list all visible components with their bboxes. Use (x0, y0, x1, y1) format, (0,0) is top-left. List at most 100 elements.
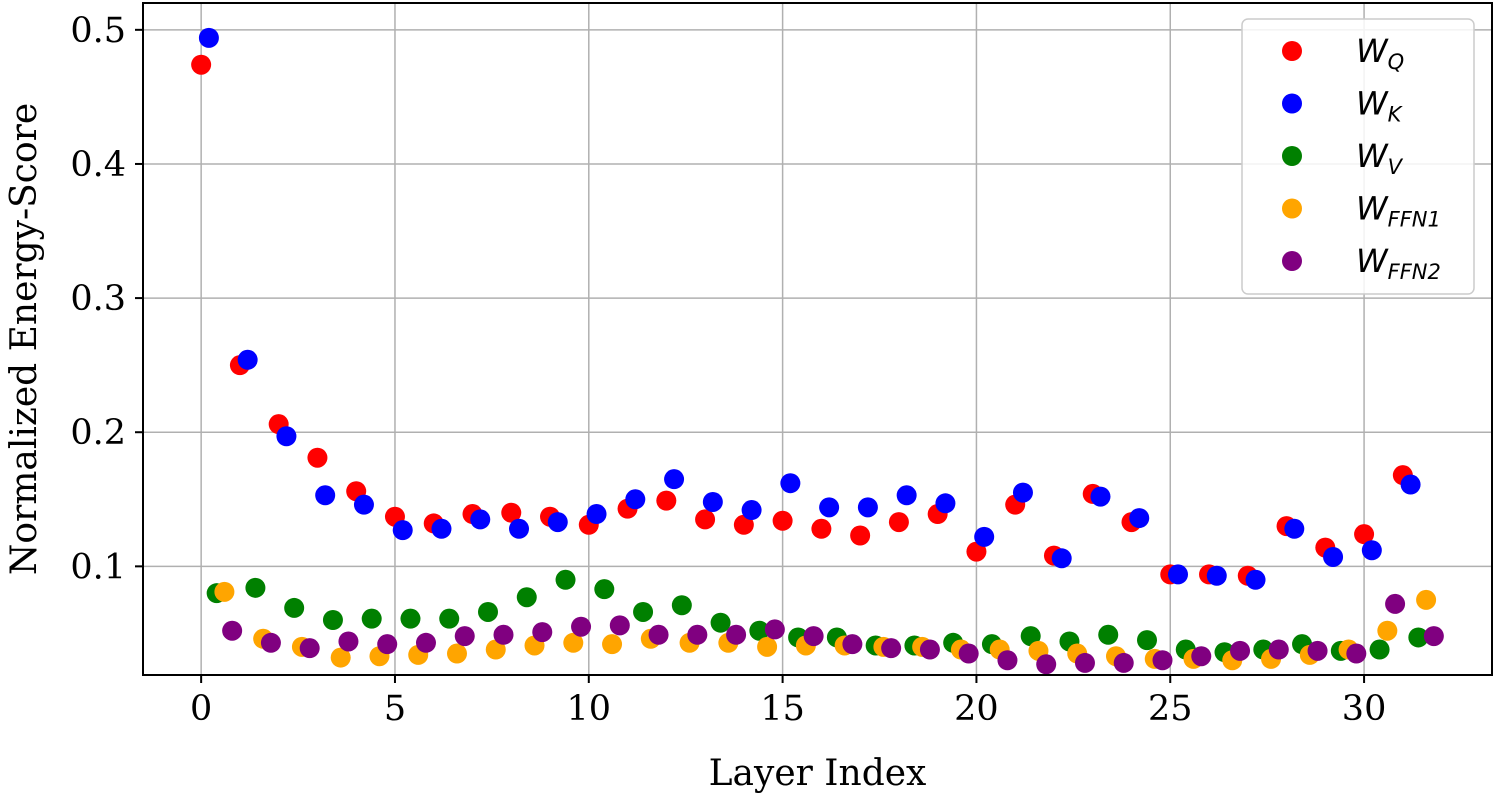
data-point (857, 497, 878, 518)
legend-label: WFFN2 (1356, 242, 1441, 284)
data-point (245, 577, 266, 598)
legend-label: WK (1356, 85, 1404, 127)
data-points (191, 27, 1444, 675)
data-point (687, 624, 708, 645)
data-point (842, 634, 863, 655)
data-point (454, 626, 475, 647)
data-point (214, 581, 235, 602)
data-point (966, 541, 987, 562)
y-tick-label: 0.4 (70, 145, 126, 185)
data-point (780, 473, 801, 494)
data-point (1400, 474, 1421, 495)
data-point (764, 619, 785, 640)
data-point (1284, 518, 1305, 539)
data-point (749, 620, 770, 641)
data-point (1012, 482, 1033, 503)
data-point (1098, 624, 1119, 645)
series-ffn2 (222, 593, 1444, 675)
data-point (633, 601, 654, 622)
data-point (702, 491, 723, 512)
data-point (299, 638, 320, 659)
axis-ticks: 0 5 10 15 20 25 30 0.1 0.2 0.3 0.4 0.5 (70, 11, 1386, 729)
data-point (819, 497, 840, 518)
data-point (516, 587, 537, 608)
x-tick-label: 10 (567, 689, 612, 729)
data-point (609, 615, 630, 636)
data-point (361, 608, 382, 629)
x-tick-label: 5 (384, 689, 406, 729)
x-tick-label: 30 (1342, 689, 1387, 729)
data-point (1245, 569, 1266, 590)
data-point (671, 595, 692, 616)
data-point (1036, 654, 1057, 675)
x-tick-label: 0 (190, 689, 212, 729)
data-point (276, 426, 297, 447)
data-point (1423, 626, 1444, 647)
data-point (1408, 627, 1429, 648)
data-point (338, 631, 359, 652)
data-point (958, 643, 979, 664)
x-tick-label: 20 (954, 689, 999, 729)
data-point (322, 610, 343, 631)
data-point (1416, 589, 1437, 610)
x-tick-label: 15 (760, 689, 805, 729)
data-point (501, 502, 522, 523)
data-point (1136, 630, 1157, 651)
data-point (377, 634, 398, 655)
series-q (191, 54, 1413, 586)
data-point (1152, 650, 1173, 671)
legend: WQ WK WV WFFN1 WFFN2 (1241, 18, 1475, 295)
data-point (997, 650, 1018, 671)
data-point (330, 647, 351, 668)
legend-marker (1282, 93, 1302, 114)
data-point (509, 518, 530, 539)
data-point (1113, 652, 1134, 673)
data-point (710, 612, 731, 633)
data-point (648, 624, 669, 645)
data-point (811, 518, 832, 539)
data-point (850, 525, 871, 546)
legend-marker (1282, 146, 1302, 166)
data-point (315, 485, 336, 506)
data-point (974, 526, 995, 547)
data-point (695, 509, 716, 530)
data-point (353, 494, 374, 515)
data-point (757, 636, 778, 657)
data-point (586, 504, 607, 525)
data-point (571, 616, 592, 637)
data-point (1230, 640, 1251, 661)
grid-lines (143, 3, 1492, 675)
data-point (392, 520, 413, 541)
data-point (1020, 626, 1041, 647)
data-point (307, 447, 328, 468)
data-point (888, 512, 909, 533)
data-point (935, 493, 956, 514)
data-point (1346, 643, 1367, 664)
legend-frame (1241, 18, 1475, 295)
data-point (881, 638, 902, 659)
data-point (772, 510, 793, 531)
data-point (1051, 548, 1072, 569)
data-point (470, 509, 491, 530)
data-point (1268, 639, 1289, 660)
data-point (198, 27, 219, 48)
data-point (1090, 486, 1111, 507)
data-point (1129, 508, 1150, 529)
data-point (803, 626, 824, 647)
data-point (1191, 646, 1212, 667)
y-tick-label: 0.2 (70, 413, 126, 453)
data-point (1354, 524, 1375, 545)
data-point (284, 597, 305, 618)
data-point (1168, 564, 1189, 585)
data-point (1385, 593, 1406, 614)
data-point (555, 569, 576, 590)
y-tick-label: 0.5 (70, 11, 126, 51)
data-point (1074, 652, 1095, 673)
data-point (478, 601, 499, 622)
data-point (919, 639, 940, 660)
data-point (1206, 565, 1227, 586)
data-point (191, 54, 212, 75)
data-point (896, 485, 917, 506)
legend-marker (1282, 198, 1302, 219)
